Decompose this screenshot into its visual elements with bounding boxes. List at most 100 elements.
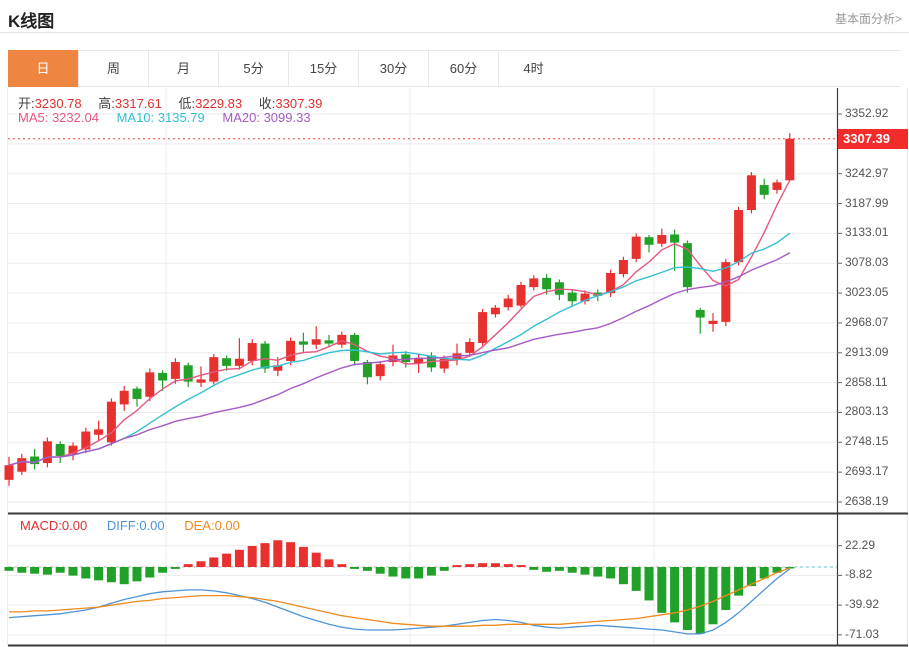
candle-body bbox=[42, 441, 52, 464]
macd-bar bbox=[209, 557, 219, 567]
page-title: K线图 bbox=[8, 12, 55, 31]
candle-body bbox=[503, 298, 513, 308]
candle-body bbox=[247, 343, 257, 361]
macd-bar bbox=[618, 567, 628, 585]
open-value: 3230.78 bbox=[34, 96, 82, 111]
candle-body bbox=[311, 339, 321, 345]
tab-60分[interactable]: 60分 bbox=[428, 51, 498, 86]
ma5-line bbox=[8, 179, 791, 466]
macd-legend: MACD:0.00 DIFF:0.00 DEA:0.00 bbox=[20, 518, 256, 533]
macd-bar bbox=[4, 567, 14, 571]
candle-body bbox=[516, 284, 526, 306]
tab-日[interactable]: 日 bbox=[8, 50, 78, 87]
tab-4时[interactable]: 4时 bbox=[498, 51, 568, 86]
macd-bar bbox=[606, 567, 616, 579]
candle-body bbox=[478, 312, 488, 344]
macd-bar bbox=[17, 567, 27, 573]
candle-body bbox=[337, 334, 347, 345]
candle-body bbox=[708, 320, 718, 325]
current-price-tag: 3307.39 bbox=[838, 128, 908, 149]
candle-body bbox=[273, 365, 283, 371]
ma10-legend: MA10: 3135.79 bbox=[116, 110, 205, 125]
macd-bar bbox=[362, 567, 372, 571]
candle-body bbox=[106, 401, 116, 443]
close-label: 收: bbox=[258, 96, 276, 111]
tab-周[interactable]: 周 bbox=[78, 51, 148, 86]
macd-bar bbox=[644, 567, 654, 601]
tab-月[interactable]: 月 bbox=[148, 51, 218, 86]
dea-value: DEA:0.00 bbox=[184, 518, 240, 533]
high-value: 3317.61 bbox=[114, 96, 162, 111]
candle-body bbox=[785, 138, 795, 181]
macd-bar bbox=[734, 567, 744, 596]
candle-body bbox=[759, 185, 769, 195]
tab-5分[interactable]: 5分 bbox=[218, 51, 288, 86]
diff-value: DIFF:0.00 bbox=[106, 518, 165, 533]
candle-body bbox=[286, 340, 296, 361]
candle-body bbox=[631, 236, 641, 259]
candle-body bbox=[657, 235, 667, 244]
high-label: 高: bbox=[98, 96, 115, 111]
candle-body bbox=[298, 341, 308, 345]
candle-body bbox=[772, 182, 782, 190]
macd-bar bbox=[670, 567, 680, 623]
header-divider bbox=[0, 32, 909, 33]
tab-30分[interactable]: 30分 bbox=[358, 51, 428, 86]
ma5-legend: MA5: 3232.04 bbox=[18, 110, 99, 125]
macd-bar bbox=[759, 567, 769, 579]
candle-body bbox=[4, 465, 14, 480]
candle-body bbox=[81, 431, 91, 450]
fundamental-analysis-link[interactable]: 基本面分析> bbox=[834, 12, 902, 26]
tab-15分[interactable]: 15分 bbox=[288, 51, 358, 86]
macd-bar bbox=[222, 553, 232, 567]
candle-body bbox=[439, 358, 449, 369]
candle-body bbox=[158, 372, 168, 381]
macd-bar bbox=[183, 564, 193, 567]
candle-body bbox=[644, 237, 654, 245]
macd-bar bbox=[375, 567, 385, 574]
macd-bar bbox=[503, 564, 513, 567]
ohlc-legend: 开:3230.78 高:3317.61 低:3229.83 收:3307.39 bbox=[18, 93, 335, 112]
macd-bar bbox=[490, 563, 500, 567]
low-label: 低: bbox=[178, 96, 196, 111]
macd-bar bbox=[145, 567, 155, 578]
candle-body bbox=[746, 175, 756, 211]
macd-bar bbox=[401, 567, 411, 579]
timeframe-tabs: 日周月 5分 15分 30分 60分 4时 bbox=[8, 50, 901, 87]
candle-body bbox=[618, 259, 628, 275]
macd-bar bbox=[580, 567, 590, 575]
macd-value: MACD:0.00 bbox=[20, 518, 88, 533]
macd-bar bbox=[337, 564, 347, 567]
candle-body bbox=[414, 358, 424, 364]
candle-body bbox=[554, 282, 564, 295]
chart-left-border bbox=[7, 88, 8, 646]
macd-bar bbox=[273, 540, 283, 567]
dea-line bbox=[9, 567, 791, 627]
candle-body bbox=[170, 362, 180, 379]
candle-body bbox=[695, 309, 705, 318]
ma10-line bbox=[8, 232, 791, 466]
candle-body bbox=[465, 341, 475, 353]
candle-body bbox=[55, 444, 65, 456]
candle-body bbox=[94, 429, 104, 435]
macd-bar bbox=[465, 564, 475, 567]
macd-bar bbox=[350, 567, 360, 569]
macd-bar bbox=[657, 567, 667, 613]
macd-bar bbox=[42, 567, 52, 575]
macd-bar bbox=[158, 567, 168, 573]
macd-bar bbox=[746, 567, 756, 587]
macd-bar bbox=[234, 549, 244, 567]
candle-body bbox=[324, 340, 334, 344]
macd-bar bbox=[772, 567, 782, 573]
macd-bar bbox=[298, 546, 308, 567]
macd-bar bbox=[286, 542, 296, 567]
candle-body bbox=[350, 334, 360, 361]
macd-bar bbox=[81, 567, 91, 579]
macd-bar bbox=[132, 567, 142, 582]
macd-bar bbox=[721, 567, 731, 610]
macd-bar bbox=[55, 567, 65, 573]
candle-body bbox=[682, 243, 692, 288]
macd-bar bbox=[554, 567, 564, 571]
